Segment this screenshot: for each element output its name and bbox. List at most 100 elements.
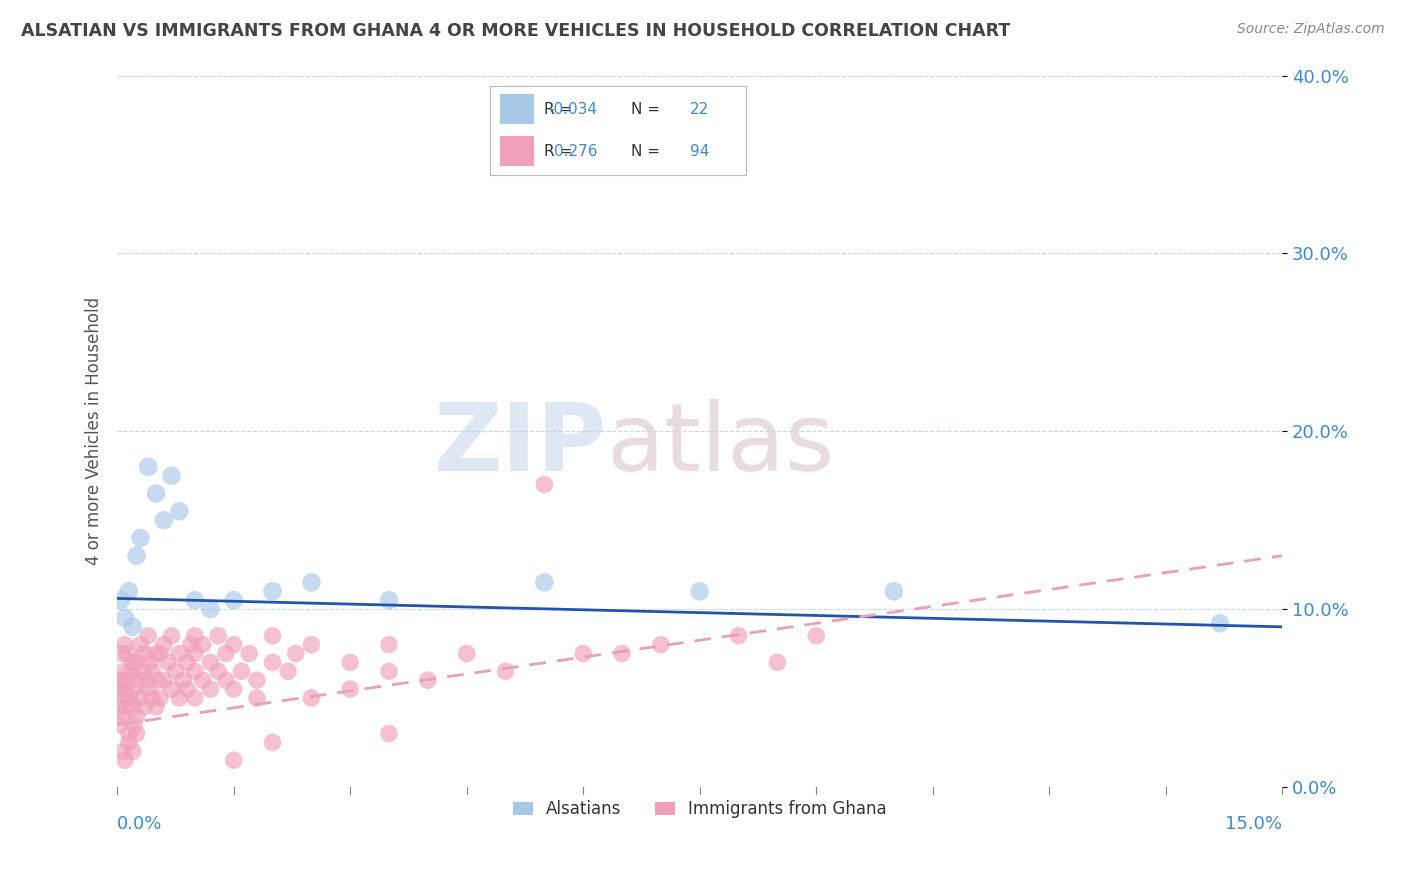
Point <box>416 673 439 688</box>
Point <box>128 673 150 688</box>
Point <box>149 647 172 661</box>
Text: Source: ZipAtlas.com: Source: ZipAtlas.com <box>1237 22 1385 37</box>
Text: 0.0%: 0.0% <box>117 815 163 833</box>
Point <box>246 673 269 688</box>
Point <box>111 708 134 723</box>
Point <box>152 513 174 527</box>
Point <box>191 638 214 652</box>
Point <box>806 629 828 643</box>
Point <box>572 647 595 661</box>
Point <box>134 699 156 714</box>
Point <box>145 486 167 500</box>
Point <box>160 629 183 643</box>
Point <box>262 735 284 749</box>
Point <box>176 682 198 697</box>
Point <box>114 611 136 625</box>
Point <box>146 673 169 688</box>
Point <box>262 584 284 599</box>
Point <box>160 682 183 697</box>
Point <box>184 691 207 706</box>
Point <box>108 717 131 731</box>
Point <box>533 575 555 590</box>
Point <box>378 665 401 679</box>
Point <box>152 673 174 688</box>
Point <box>378 593 401 607</box>
Point <box>262 656 284 670</box>
Point <box>124 682 146 697</box>
Y-axis label: 4 or more Vehicles in Household: 4 or more Vehicles in Household <box>86 297 103 566</box>
Point <box>222 638 245 652</box>
Point <box>118 584 141 599</box>
Text: ZIP: ZIP <box>433 400 606 491</box>
Point <box>200 682 222 697</box>
Point <box>112 665 135 679</box>
Point <box>689 584 711 599</box>
Point <box>112 691 135 706</box>
Point <box>766 656 789 670</box>
Point <box>114 753 136 767</box>
Point <box>339 656 361 670</box>
Point <box>176 656 198 670</box>
Point <box>165 665 187 679</box>
Point <box>129 691 152 706</box>
Point <box>610 647 633 661</box>
Point <box>125 726 148 740</box>
Point <box>495 665 517 679</box>
Point <box>727 629 749 643</box>
Point <box>184 629 207 643</box>
Point <box>160 468 183 483</box>
Point <box>299 638 322 652</box>
Point <box>118 691 141 706</box>
Point <box>110 673 132 688</box>
Point <box>125 656 148 670</box>
Point <box>115 699 138 714</box>
Point <box>121 744 143 758</box>
Point <box>200 656 222 670</box>
Point <box>1209 616 1232 631</box>
Point <box>135 673 157 688</box>
Point <box>246 691 269 706</box>
Point <box>118 735 141 749</box>
Point <box>200 602 222 616</box>
Point <box>207 629 229 643</box>
Point <box>117 647 139 661</box>
Point <box>125 549 148 563</box>
Point <box>112 744 135 758</box>
Point <box>121 620 143 634</box>
Point <box>129 638 152 652</box>
Point <box>107 699 129 714</box>
Point <box>139 656 162 670</box>
Point <box>156 656 179 670</box>
Point <box>222 593 245 607</box>
Point <box>121 656 143 670</box>
Point <box>111 647 134 661</box>
Point <box>299 575 322 590</box>
Point <box>378 726 401 740</box>
Point <box>141 665 163 679</box>
Point <box>184 647 207 661</box>
Point <box>110 593 132 607</box>
Point <box>378 638 401 652</box>
Point <box>339 682 361 697</box>
Point <box>883 584 905 599</box>
Point <box>215 647 238 661</box>
Legend: Alsatians, Immigrants from Ghana: Alsatians, Immigrants from Ghana <box>506 794 893 825</box>
Point <box>145 699 167 714</box>
Point <box>650 638 672 652</box>
Point <box>533 477 555 491</box>
Point <box>136 459 159 474</box>
Point <box>169 647 191 661</box>
Point <box>238 647 260 661</box>
Point <box>207 665 229 679</box>
Point <box>145 647 167 661</box>
Point <box>277 665 299 679</box>
Text: atlas: atlas <box>606 400 835 491</box>
Point <box>262 629 284 643</box>
Point <box>114 682 136 697</box>
Point <box>231 665 253 679</box>
Point <box>215 673 238 688</box>
Point <box>120 665 142 679</box>
Point <box>456 647 478 661</box>
Text: ALSATIAN VS IMMIGRANTS FROM GHANA 4 OR MORE VEHICLES IN HOUSEHOLD CORRELATION CH: ALSATIAN VS IMMIGRANTS FROM GHANA 4 OR M… <box>21 22 1011 40</box>
Point <box>222 682 245 697</box>
